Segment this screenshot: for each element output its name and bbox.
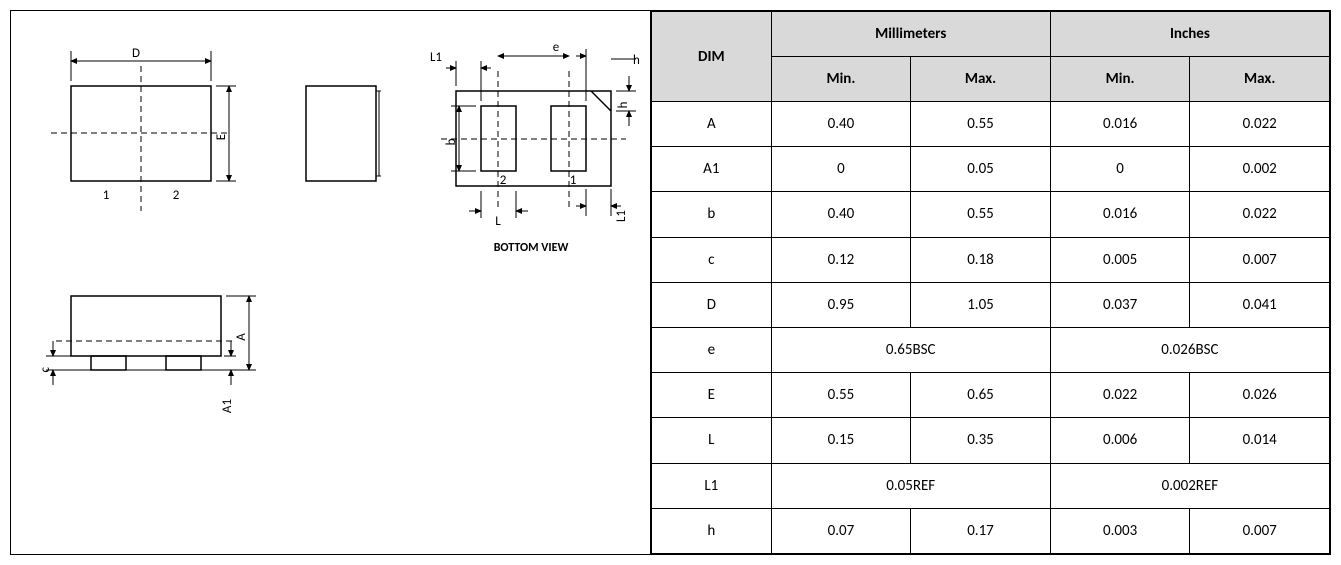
cell-dim: b xyxy=(652,192,772,237)
pin-1-top: 1 xyxy=(103,188,110,203)
cell-mm-max: 0.17 xyxy=(911,508,1051,553)
top-view: D E 1 2 xyxy=(51,46,236,211)
label-c: c xyxy=(38,367,53,373)
cell-dim: D xyxy=(652,282,772,327)
table-row: h0.070.170.0030.007 xyxy=(652,508,1330,553)
cell-mm-max: 0.55 xyxy=(911,102,1051,147)
package-drawing-container: D E 1 2 xyxy=(10,10,1331,555)
table-row: L10.05REF0.002REF xyxy=(652,463,1330,508)
cell-dim: h xyxy=(652,508,772,553)
table-row: A100.0500.002 xyxy=(652,147,1330,192)
cell-in-span: 0.002REF xyxy=(1050,463,1329,508)
label-L1: L1 xyxy=(430,50,442,65)
cell-mm-max: 0.65 xyxy=(911,373,1051,418)
label-b: b xyxy=(444,138,459,145)
th-mm-min: Min. xyxy=(771,57,911,102)
cell-in-min: 0.016 xyxy=(1050,102,1190,147)
th-in-max: Max. xyxy=(1190,57,1330,102)
th-mm-max: Max. xyxy=(911,57,1051,102)
diagram-panel: D E 1 2 xyxy=(11,11,651,554)
cell-in-min: 0.003 xyxy=(1050,508,1190,553)
pin-1-bottom: 1 xyxy=(570,173,577,188)
cell-mm-min: 0.95 xyxy=(771,282,911,327)
cell-mm-min: 0.15 xyxy=(771,418,911,463)
label-L1-right: L1 xyxy=(614,210,629,222)
table-row: b0.400.550.0160.022 xyxy=(652,192,1330,237)
th-in: Inches xyxy=(1050,12,1329,57)
cell-mm-max: 0.05 xyxy=(911,147,1051,192)
th-mm: Millimeters xyxy=(771,12,1050,57)
cell-dim: L xyxy=(652,418,772,463)
cell-dim: e xyxy=(652,327,772,372)
cell-in-max: 0.022 xyxy=(1190,192,1330,237)
cell-mm-max: 0.55 xyxy=(911,192,1051,237)
pin-2-bottom: 2 xyxy=(500,173,507,188)
cell-in-span: 0.026BSC xyxy=(1050,327,1329,372)
cell-in-max: 0.026 xyxy=(1190,373,1330,418)
cell-in-min: 0.016 xyxy=(1050,192,1190,237)
cell-in-max: 0.007 xyxy=(1190,237,1330,282)
dimension-table: DIM Millimeters Inches Min. Max. Min. Ma… xyxy=(651,11,1330,554)
cell-mm-span: 0.65BSC xyxy=(771,327,1050,372)
cell-in-max: 0.007 xyxy=(1190,508,1330,553)
cell-mm-min: 0.55 xyxy=(771,373,911,418)
cell-in-max: 0.022 xyxy=(1190,102,1330,147)
cell-dim: c xyxy=(652,237,772,282)
side-view: A A1 c xyxy=(38,296,256,413)
table-row: E0.550.650.0220.026 xyxy=(652,373,1330,418)
label-E: E xyxy=(214,134,229,140)
table-row: D0.951.050.0370.041 xyxy=(652,282,1330,327)
table-row: L0.150.350.0060.014 xyxy=(652,418,1330,463)
th-dim: DIM xyxy=(652,12,772,102)
bottom-view: 2 1 L1 e h h xyxy=(430,40,640,255)
label-h-side: h xyxy=(616,101,631,108)
cell-mm-min: 0 xyxy=(771,147,911,192)
label-e: e xyxy=(553,40,559,55)
package-diagram-svg: D E 1 2 xyxy=(11,11,651,554)
cell-dim: A1 xyxy=(652,147,772,192)
cell-mm-span: 0.05REF xyxy=(771,463,1050,508)
cell-dim: E xyxy=(652,373,772,418)
label-D: D xyxy=(132,46,140,61)
cell-in-min: 0.022 xyxy=(1050,373,1190,418)
dimension-table-panel: DIM Millimeters Inches Min. Max. Min. Ma… xyxy=(651,11,1330,554)
label-A1: A1 xyxy=(220,399,235,413)
pin-2-top: 2 xyxy=(173,188,180,203)
label-A: A xyxy=(234,333,249,341)
cell-mm-min: 0.40 xyxy=(771,192,911,237)
end-view xyxy=(306,86,381,181)
label-h-top: h xyxy=(633,53,640,68)
table-row: c0.120.180.0050.007 xyxy=(652,237,1330,282)
cell-in-min: 0.006 xyxy=(1050,418,1190,463)
table-row: A0.400.550.0160.022 xyxy=(652,102,1330,147)
cell-mm-max: 0.35 xyxy=(911,418,1051,463)
cell-mm-min: 0.40 xyxy=(771,102,911,147)
cell-in-max: 0.002 xyxy=(1190,147,1330,192)
cell-mm-min: 0.12 xyxy=(771,237,911,282)
cell-in-max: 0.041 xyxy=(1190,282,1330,327)
table-row: e0.65BSC0.026BSC xyxy=(652,327,1330,372)
bottom-view-caption: BOTTOM VIEW xyxy=(494,241,569,255)
cell-dim: A xyxy=(652,102,772,147)
th-in-min: Min. xyxy=(1050,57,1190,102)
label-L: L xyxy=(495,214,501,229)
cell-in-min: 0.005 xyxy=(1050,237,1190,282)
cell-in-min: 0.037 xyxy=(1050,282,1190,327)
cell-in-min: 0 xyxy=(1050,147,1190,192)
cell-mm-max: 0.18 xyxy=(911,237,1051,282)
cell-mm-max: 1.05 xyxy=(911,282,1051,327)
cell-dim: L1 xyxy=(652,463,772,508)
cell-in-max: 0.014 xyxy=(1190,418,1330,463)
cell-mm-min: 0.07 xyxy=(771,508,911,553)
